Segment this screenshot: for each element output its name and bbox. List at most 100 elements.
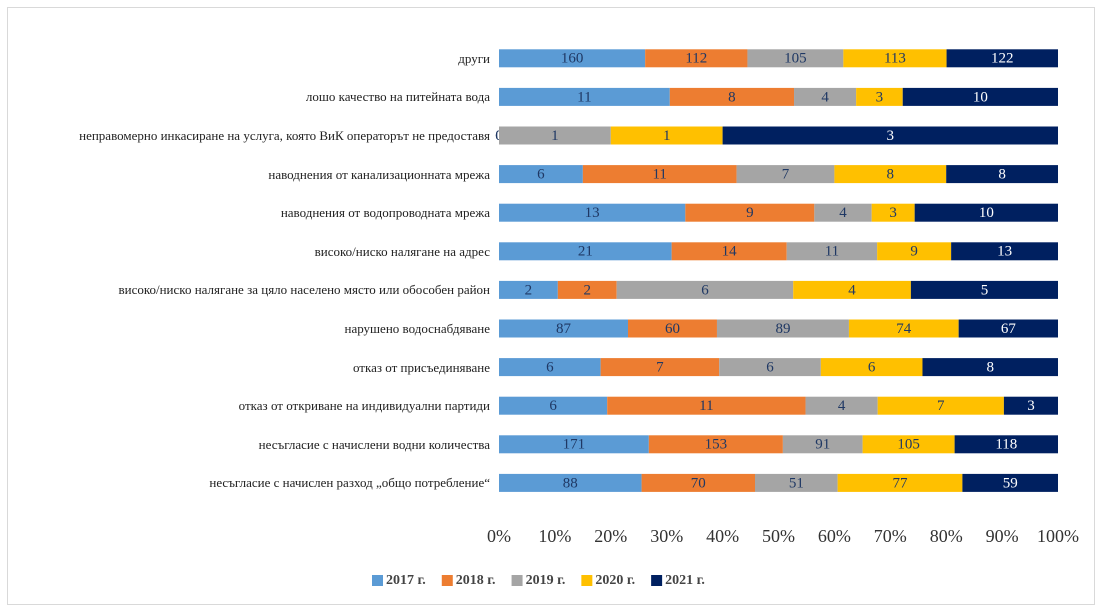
data-label: 1 bbox=[551, 128, 559, 144]
data-label: 13 bbox=[997, 244, 1012, 260]
data-label: 6 bbox=[537, 167, 545, 183]
y-tick-label: лошо качество на питейната вода bbox=[305, 89, 490, 105]
data-label: 8 bbox=[728, 89, 736, 105]
y-tick-label: високо/ниско налягане на адрес bbox=[314, 243, 490, 259]
data-label: 6 bbox=[766, 360, 774, 376]
bar-segment bbox=[820, 358, 923, 377]
bar-segment bbox=[834, 165, 947, 184]
bar-segment bbox=[755, 473, 838, 492]
data-label: 9 bbox=[746, 205, 754, 221]
bar-segment bbox=[499, 87, 670, 106]
bar-segment bbox=[902, 87, 1058, 106]
bar-segment bbox=[499, 165, 583, 184]
bar-segment bbox=[805, 396, 878, 415]
bar-segment bbox=[922, 358, 1058, 377]
y-tick-label: отказ от присъединяване bbox=[352, 359, 490, 375]
bar-segment bbox=[499, 242, 672, 261]
data-label: 3 bbox=[889, 205, 897, 221]
bar-segment bbox=[669, 87, 795, 106]
data-label: 6 bbox=[546, 360, 554, 376]
x-tick-label: 80% bbox=[930, 526, 963, 546]
bar-segment bbox=[600, 358, 720, 377]
bar-segment bbox=[871, 203, 915, 222]
legend-swatch bbox=[511, 575, 523, 586]
bar-segment bbox=[716, 319, 849, 338]
bar-segment bbox=[719, 358, 821, 377]
y-tick-label: високо/ниско налягане за цяло населено м… bbox=[118, 282, 490, 298]
bar-segment bbox=[499, 435, 649, 454]
legend-swatch bbox=[372, 575, 383, 586]
bar-segment bbox=[782, 435, 863, 454]
data-label: 8 bbox=[998, 167, 1006, 183]
data-label: 2 bbox=[584, 282, 592, 298]
bar-segment bbox=[951, 242, 1058, 261]
data-label: 14 bbox=[722, 244, 738, 260]
bar-segment bbox=[499, 203, 686, 222]
data-label: 13 bbox=[585, 205, 600, 221]
legend-swatch bbox=[581, 575, 593, 586]
bar-segment bbox=[877, 242, 952, 261]
bar-segment bbox=[610, 126, 723, 145]
data-label: 74 bbox=[896, 321, 912, 337]
data-label: 70 bbox=[691, 475, 706, 491]
x-tick-label: 20% bbox=[594, 526, 627, 546]
bar-segment bbox=[499, 49, 646, 68]
y-tick-label: други bbox=[458, 50, 490, 66]
legend-label: 2020 г. bbox=[595, 573, 635, 588]
legend-label: 2017 г. bbox=[386, 573, 426, 588]
data-label: 11 bbox=[652, 167, 666, 183]
data-label: 9 bbox=[910, 244, 918, 260]
data-label: 153 bbox=[705, 437, 728, 453]
y-tick-label: несъгласие с начислен разход „общо потре… bbox=[209, 475, 490, 491]
data-label: 5 bbox=[981, 282, 989, 298]
chart-border bbox=[7, 7, 1095, 605]
bar-segment bbox=[616, 280, 794, 299]
data-label: 87 bbox=[556, 321, 572, 337]
data-label: 171 bbox=[563, 437, 586, 453]
bar-segment bbox=[958, 319, 1058, 338]
bar-segment bbox=[862, 435, 955, 454]
bar-segment bbox=[722, 126, 1058, 145]
data-label: 8 bbox=[887, 167, 895, 183]
data-label: 4 bbox=[838, 398, 846, 414]
x-tick-label: 30% bbox=[650, 526, 683, 546]
data-label: 91 bbox=[815, 437, 830, 453]
data-label: 122 bbox=[991, 51, 1014, 67]
bar-segment bbox=[671, 242, 787, 261]
bar-segment bbox=[641, 473, 756, 492]
data-label: 89 bbox=[775, 321, 790, 337]
bar-segment bbox=[736, 165, 835, 184]
bar-segment bbox=[914, 203, 1058, 222]
x-tick-label: 60% bbox=[818, 526, 851, 546]
data-label: 6 bbox=[701, 282, 709, 298]
data-label: 88 bbox=[563, 475, 578, 491]
y-tick-label: наводнения от водопроводната мрежа bbox=[280, 205, 490, 221]
y-tick-label: наводнения от канализационната мрежа bbox=[268, 166, 490, 182]
data-label: 160 bbox=[561, 51, 584, 67]
data-label: 3 bbox=[1027, 398, 1035, 414]
bar-segment bbox=[814, 203, 872, 222]
data-label: 105 bbox=[897, 437, 920, 453]
data-label: 21 bbox=[578, 244, 593, 260]
data-label: 59 bbox=[1003, 475, 1018, 491]
data-label: 11 bbox=[825, 244, 839, 260]
data-label: 6 bbox=[549, 398, 557, 414]
legend-label: 2019 г. bbox=[526, 573, 566, 588]
data-label: 113 bbox=[884, 51, 906, 67]
data-label: 118 bbox=[995, 437, 1017, 453]
data-label: 10 bbox=[979, 205, 994, 221]
x-tick-label: 100% bbox=[1037, 526, 1079, 546]
legend-swatch bbox=[441, 575, 453, 586]
bar-segment bbox=[910, 280, 1058, 299]
data-label: 8 bbox=[986, 360, 994, 376]
data-label: 6 bbox=[868, 360, 876, 376]
bar-segment bbox=[499, 280, 558, 299]
y-tick-label: отказ от откриване на индивидуални парти… bbox=[238, 398, 490, 414]
data-label: 7 bbox=[656, 360, 664, 376]
bar-segment bbox=[582, 165, 737, 184]
y-tick-label: нарушено водоснабдяване bbox=[344, 321, 490, 336]
legend-swatch bbox=[651, 575, 663, 586]
x-tick-label: 50% bbox=[762, 526, 795, 546]
data-label: 2 bbox=[525, 282, 533, 298]
